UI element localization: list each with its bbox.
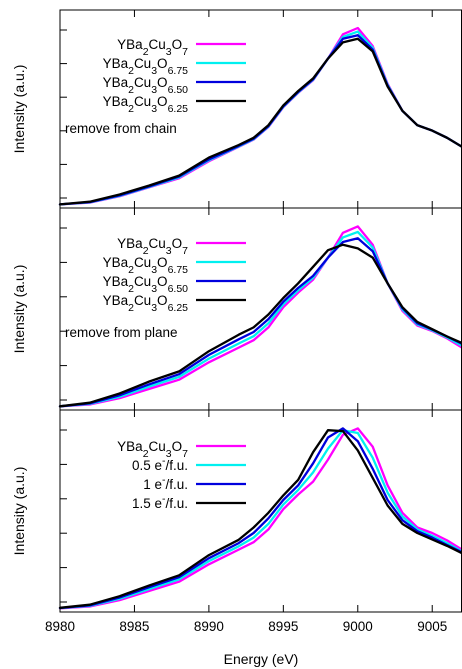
x-tick-label: 8980 <box>45 619 75 634</box>
panel-annotation: remove from plane <box>65 325 178 340</box>
series-line-2 <box>58 429 462 610</box>
panel-annotation: remove from chain <box>65 121 177 136</box>
panel-1: YBa2Cu3O7YBa2Cu3O6.75YBa2Cu3O6.50YBa2Cu3… <box>11 9 462 209</box>
x-tick-label: 9005 <box>417 619 447 634</box>
legend-entry-3: 1 e-/f.u. <box>143 474 246 492</box>
series-line-4 <box>58 37 462 206</box>
legend-entry-4: YBa2Cu3O6.25 <box>103 94 246 115</box>
series-line-1 <box>58 225 462 408</box>
x-axis-label: Energy (eV) <box>224 651 299 667</box>
x-tick-label: 9000 <box>343 619 373 634</box>
series-line-4 <box>58 243 462 408</box>
x-tick-label: 8990 <box>194 619 224 634</box>
y-axis-label: Intensity (a.u.) <box>11 265 27 354</box>
legend-label: YBa2Cu3O6.50 <box>103 274 189 295</box>
legend-label: YBa2Cu3O6.50 <box>103 75 189 96</box>
legend-label: 1.5 e-/f.u. <box>132 493 188 511</box>
legend-label: YBa2Cu3O6.75 <box>103 56 189 77</box>
legend-label: YBa2Cu3O6.75 <box>103 255 189 276</box>
x-tick-label: 8985 <box>119 619 149 634</box>
x-tick-label: 8995 <box>268 619 298 634</box>
legend-entry-4: YBa2Cu3O6.25 <box>103 293 246 314</box>
legend-label: YBa2Cu3O7 <box>117 439 188 460</box>
legend-label: YBa2Cu3O6.25 <box>103 293 189 314</box>
legend-entry-2: YBa2Cu3O6.75 <box>103 255 246 276</box>
legend-label: 0.5 e-/f.u. <box>132 455 188 473</box>
legend-entry-2: 0.5 e-/f.u. <box>132 455 246 473</box>
legend-entry-4: 1.5 e-/f.u. <box>132 493 246 511</box>
legend-entry-2: YBa2Cu3O6.75 <box>103 56 246 77</box>
legend-label: YBa2Cu3O6.25 <box>103 94 189 115</box>
panel-2: YBa2Cu3O7YBa2Cu3O6.75YBa2Cu3O6.50YBa2Cu3… <box>11 207 462 411</box>
series-line-1 <box>58 427 462 610</box>
legend-entry-1: YBa2Cu3O7 <box>117 439 246 460</box>
legend-entry-3: YBa2Cu3O6.50 <box>103 75 246 96</box>
legend-label: YBa2Cu3O7 <box>117 37 188 58</box>
legend-entry-3: YBa2Cu3O6.50 <box>103 274 246 295</box>
series-line-1 <box>58 26 462 206</box>
legend-entry-1: YBa2Cu3O7 <box>117 236 246 257</box>
legend-label: YBa2Cu3O7 <box>117 236 188 257</box>
legend-label: 1 e-/f.u. <box>143 474 188 492</box>
series-line-4 <box>58 429 462 609</box>
y-axis-label: Intensity (a.u.) <box>11 65 27 154</box>
legend-entry-1: YBa2Cu3O7 <box>117 37 246 58</box>
y-axis-label: Intensity (a.u.) <box>11 467 27 556</box>
series-line-3 <box>58 427 462 610</box>
